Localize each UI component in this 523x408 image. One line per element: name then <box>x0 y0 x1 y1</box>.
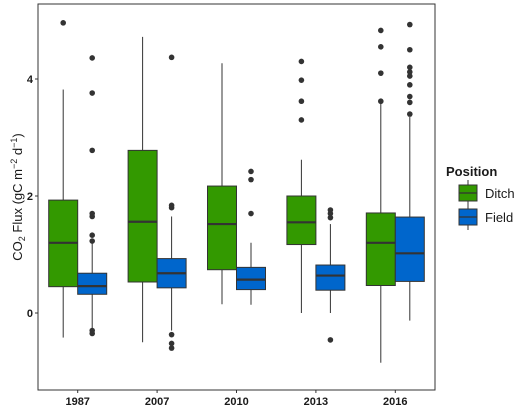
outlier-point <box>168 202 175 209</box>
outlier-point <box>168 340 175 347</box>
box-ditch-2010 <box>207 63 237 305</box>
outlier-point <box>168 345 175 351</box>
box-field-2016 <box>394 21 425 321</box>
y-axis-title-exponent-2: −1 <box>9 138 19 148</box>
y-axis: 0 2 4 <box>27 74 38 320</box>
outlier-point <box>298 77 305 83</box>
outlier-point <box>60 20 66 26</box>
legend-entry-ditch: Ditch <box>458 180 515 206</box>
outlier-point <box>407 82 413 88</box>
outlier-point <box>407 21 413 28</box>
outlier-point <box>407 93 413 100</box>
x-tick-label-1987: 1987 <box>65 396 89 408</box>
outlier-point <box>89 232 95 238</box>
x-tick-label-2013: 2013 <box>304 396 328 408</box>
x-axis: 1987 2007 2010 2013 2016 <box>65 390 408 408</box>
y-axis-title: CO2 Flux (gC m−2 d−1) <box>9 133 27 260</box>
y-axis-title-exponent-1: −2 <box>9 159 19 169</box>
outlier-point <box>168 54 175 61</box>
box-ditch-2013 <box>286 58 317 313</box>
outlier-point <box>407 69 413 75</box>
box-iqr <box>236 266 266 291</box>
box-field-2013 <box>315 207 346 343</box>
outlier-point <box>378 70 384 76</box>
outlier-point <box>248 210 254 217</box>
outlier-point <box>248 168 254 175</box>
outlier-point <box>407 111 413 117</box>
box-iqr <box>127 149 158 283</box>
legend-title: Position <box>446 164 497 179</box>
box-iqr <box>315 264 346 291</box>
box-ditch-1987 <box>48 20 79 338</box>
outlier-point <box>89 327 95 334</box>
box-iqr <box>365 212 396 287</box>
outlier-point <box>89 90 95 96</box>
outlier-point <box>89 210 95 217</box>
legend-label-ditch: Ditch <box>485 186 515 201</box>
outlier-point <box>298 98 305 105</box>
outlier-point <box>168 331 175 338</box>
outlier-point <box>298 58 305 65</box>
y-tick-label: 0 <box>27 308 33 320</box>
y-tick-label: 2 <box>27 191 33 203</box>
outlier-point <box>407 73 413 79</box>
outlier-point <box>248 176 254 183</box>
outlier-point <box>327 207 334 213</box>
outlier-point <box>327 337 334 343</box>
outlier-point <box>407 46 413 53</box>
box-ditch-2016 <box>365 27 396 363</box>
outlier-point <box>298 117 305 123</box>
box-iqr <box>394 216 425 282</box>
y-axis-title-text: CO2 Flux (gC m−2 d−1) <box>9 133 27 260</box>
y-axis-title-quantity-rest: Flux (gC m <box>10 169 25 236</box>
box-iqr <box>207 185 237 271</box>
legend-label-field: Field <box>485 210 513 225</box>
box-iqr <box>77 272 108 295</box>
x-tick-label-2016: 2016 <box>383 396 407 408</box>
x-tick-label-2007: 2007 <box>145 396 169 408</box>
y-axis-title-subscript: 2 <box>17 236 27 241</box>
outlier-point <box>89 147 95 154</box>
outlier-point <box>407 64 413 71</box>
box-field-2007 <box>156 54 187 351</box>
outlier-point <box>89 238 95 244</box>
outlier-point <box>327 214 334 221</box>
y-axis-title-quantity: CO <box>10 241 25 261</box>
box-field-2010 <box>236 168 266 305</box>
y-tick-label: 4 <box>27 74 34 86</box>
outlier-point <box>407 99 413 106</box>
legend: Position Ditch Field <box>446 164 515 230</box>
outlier-point <box>378 27 384 34</box>
legend-entry-field: Field <box>458 204 513 230</box>
outlier-point <box>378 44 384 50</box>
outlier-point <box>378 98 384 105</box>
y-axis-title-close: ) <box>10 133 25 137</box>
box-field-1987 <box>77 55 108 337</box>
x-tick-label-2010: 2010 <box>224 396 248 408</box>
y-axis-title-mid: d <box>10 148 25 159</box>
plot-area <box>48 20 425 363</box>
box-iqr <box>286 195 317 246</box>
outlier-point <box>89 55 95 61</box>
box-ditch-2007 <box>127 36 158 343</box>
